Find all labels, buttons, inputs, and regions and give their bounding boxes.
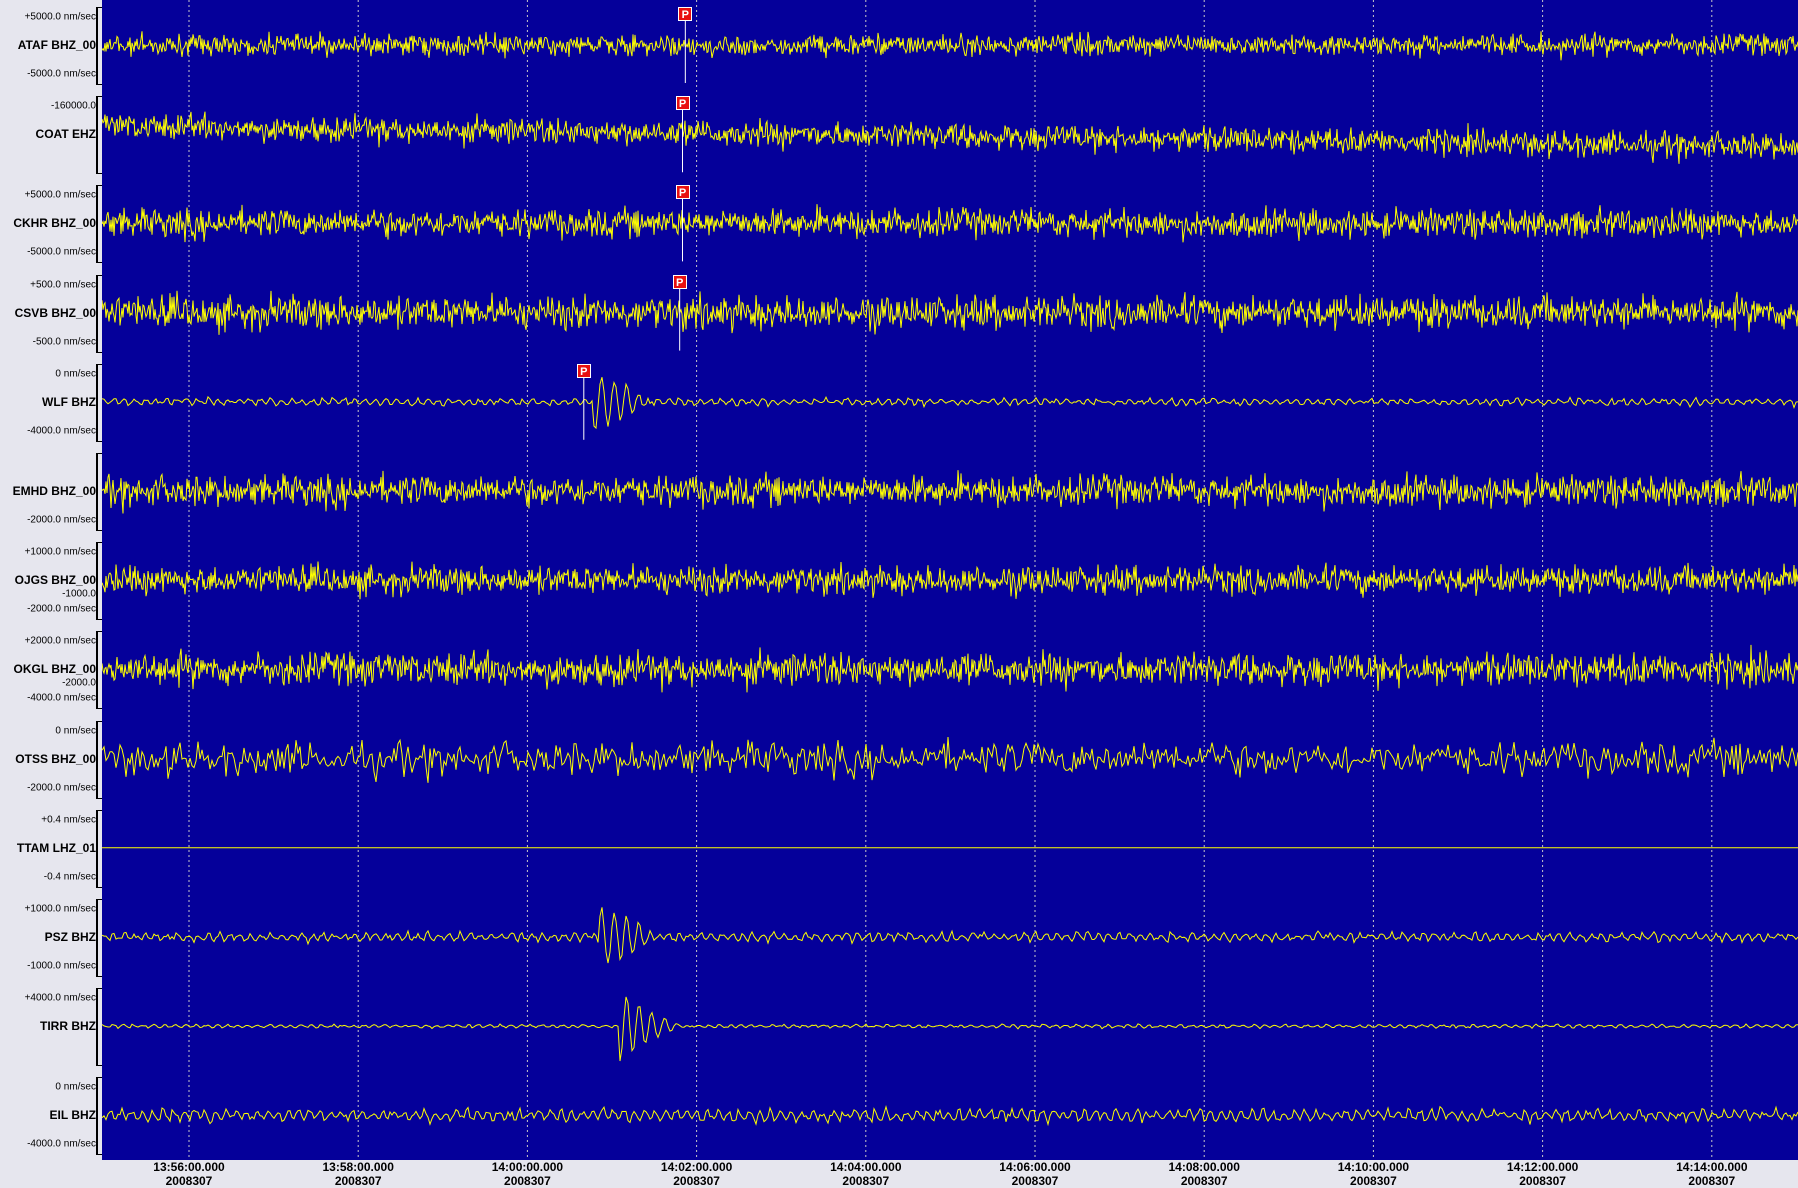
time-tick-label: 14:14:00.000 2008307 (1676, 1160, 1748, 1188)
time-tick-label: 14:10:00.000 2008307 (1337, 1160, 1410, 1188)
channel-name-label: OTSS BHZ_00 (15, 751, 96, 766)
scale-top-label: +4000.0 nm/sec (24, 992, 96, 1004)
scale-bottom-label: -4000.0 nm/sec (27, 692, 96, 704)
seismic-trace (102, 470, 1798, 514)
time-tick-label: 14:12:00.000 2008307 (1506, 1160, 1579, 1188)
channel-name-label: COAT EHZ (35, 127, 96, 142)
scale-mid-label: -2000.0 (62, 677, 96, 689)
scale-bracket (96, 185, 102, 264)
channel-name-label: WLF BHZ (42, 394, 96, 409)
seismic-trace (102, 996, 1798, 1062)
p-pick-marker[interactable]: P (672, 274, 687, 289)
p-pick-marker[interactable]: P (576, 363, 591, 378)
seismic-trace (102, 290, 1798, 335)
scale-bracket (96, 96, 102, 175)
channel-name-label: OJGS BHZ_00 (14, 573, 96, 588)
scale-top-label: +2000.0 nm/sec (24, 635, 96, 647)
channel-name-label: PSZ BHZ (44, 930, 96, 944)
scale-top-label: +0.4 nm/sec (41, 814, 96, 826)
scale-bottom-label: -2000.0 nm/sec (27, 782, 96, 794)
scale-bracket (96, 542, 102, 621)
channel-name-label: CKHR BHZ_00 (13, 216, 96, 231)
seismogram-plot-area[interactable] (102, 0, 1798, 1160)
time-tick-label: 13:58:00.000 2008307 (322, 1160, 394, 1188)
channel-name-label: ATAF BHZ_00 (17, 38, 96, 52)
scale-bottom-label: -0.4 nm/sec (43, 871, 96, 883)
time-tick-label: 14:02:00.000 2008307 (660, 1160, 733, 1188)
scale-bottom-label: -5000.0 nm/sec (27, 68, 96, 80)
channel-name-label: EMHD BHZ_00 (12, 484, 96, 498)
scale-top-label: +5000.0 nm/sec (24, 11, 96, 23)
time-tick-label: 14:04:00.000 2008307 (830, 1160, 902, 1188)
seismic-trace (102, 111, 1798, 164)
scale-bracket (96, 899, 102, 977)
time-tick-label: 14:08:00.000 2008307 (1168, 1160, 1240, 1188)
scale-top-label: +1000.0 nm/sec (24, 903, 96, 915)
scale-top-label: +1000.0 nm/sec (24, 546, 96, 558)
seismic-trace (102, 377, 1798, 430)
channel-label-panel: ATAF BHZ_00 +5000.0 nm/sec -5000.0 nm/sec C… (0, 0, 102, 1160)
scale-bottom-label: -1000.0 nm/sec (27, 960, 96, 972)
scale-bracket (96, 453, 102, 531)
channel-name-label: OKGL BHZ_00 (13, 662, 96, 677)
scale-bottom-label: -5000.0 nm/sec (27, 246, 96, 258)
scale-top-label: +500.0 nm/sec (30, 279, 96, 291)
scale-mid-label: -1000.0 (62, 588, 96, 600)
channel-name-label: TTAM LHZ_01 (16, 840, 96, 855)
seismic-trace (102, 561, 1798, 600)
seismic-trace (102, 1104, 1798, 1127)
p-pick-marker[interactable]: P (675, 96, 690, 111)
scale-top-label: 0 nm/sec (55, 368, 96, 380)
scale-top-label: 0 nm/sec (55, 725, 96, 737)
scale-bracket (96, 363, 102, 442)
channel-name-label: TIRR BHZ (40, 1019, 96, 1034)
seismic-trace (102, 204, 1798, 243)
scale-bottom-label: -2000.0 nm/sec (27, 603, 96, 615)
scale-bracket (96, 631, 102, 710)
scale-bracket (96, 274, 102, 353)
scale-bracket (96, 1077, 102, 1156)
channel-name-label: EIL BHZ (49, 1108, 96, 1123)
scale-bracket (96, 988, 102, 1067)
seismic-trace (102, 736, 1798, 783)
time-tick-label: 13:56:00.000 2008307 (153, 1160, 225, 1188)
scale-bracket (96, 720, 102, 799)
scale-bottom-label: -2000.0 nm/sec (27, 514, 96, 526)
p-pick-marker[interactable]: P (675, 185, 690, 200)
channel-name-label: CSVB BHZ_00 (14, 305, 96, 320)
scale-bracket (96, 809, 102, 888)
scale-bottom-label: -4000.0 nm/sec (27, 425, 96, 437)
scale-top-label: -160000.0 (50, 100, 96, 112)
seismic-trace (102, 907, 1798, 964)
scale-top-label: +5000.0 nm/sec (24, 189, 96, 201)
seismic-trace (102, 644, 1798, 693)
scale-bottom-label: -500.0 nm/sec (32, 336, 96, 348)
scale-top-label: 0 nm/sec (55, 1081, 96, 1093)
p-pick-marker[interactable]: P (678, 7, 693, 21)
time-tick-label: 14:06:00.000 2008307 (999, 1160, 1071, 1188)
time-tick-label: 14:00:00.000 2008307 (491, 1160, 564, 1188)
seismogram-svg (102, 0, 1798, 1160)
scale-bracket (96, 7, 102, 85)
scale-bottom-label: -4000.0 nm/sec (27, 1138, 96, 1150)
seismic-trace (102, 31, 1798, 61)
